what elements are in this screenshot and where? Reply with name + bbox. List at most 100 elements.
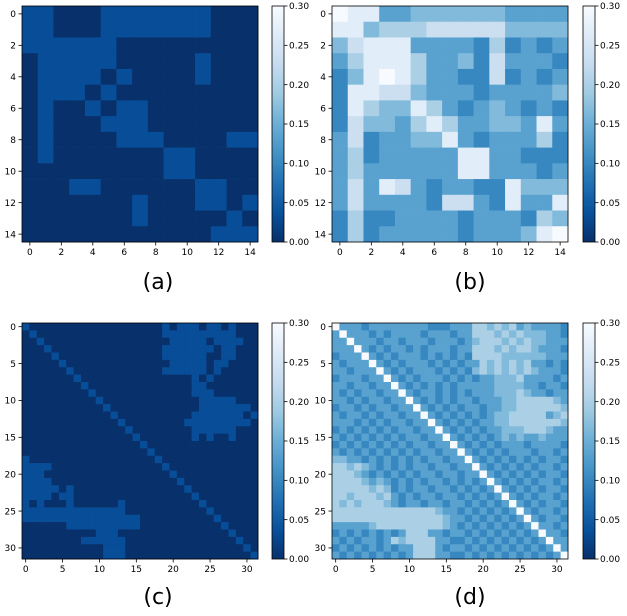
- heatmap-cell: [162, 345, 170, 353]
- heatmap-cell: [354, 477, 362, 486]
- heatmap-cell: [405, 514, 414, 523]
- heatmap-cell: [450, 529, 458, 538]
- heatmap-cell: [442, 382, 451, 390]
- heatmap-cell: [553, 411, 561, 420]
- heatmap-panel-3: 0 5 10 15 20 25 300510152025300.000.050.100.15…: [315, 319, 621, 610]
- heatmap-cell: [206, 345, 215, 353]
- heatmap-cell: [199, 448, 207, 457]
- heatmap-cell: [450, 463, 458, 471]
- heatmap-frame: [21, 322, 259, 560]
- heatmap-cell: [494, 529, 502, 538]
- heatmap-cell: [69, 179, 86, 196]
- heatmap-cell: [117, 441, 126, 449]
- heatmap-cell: [486, 448, 495, 457]
- y-tick-label: 5: [320, 360, 326, 370]
- heatmap-cell: [147, 68, 164, 86]
- heatmap-cell: [442, 100, 459, 117]
- heatmap-cell: [81, 529, 89, 538]
- heatmap-cell: [538, 359, 547, 368]
- heatmap-cell: [379, 226, 396, 243]
- heatmap-cell: [346, 500, 355, 508]
- heatmap-cell: [221, 463, 229, 471]
- heatmap-cell: [464, 352, 473, 361]
- heatmap-cell: [552, 68, 569, 86]
- heatmap-cell: [243, 448, 251, 457]
- heatmap-cell: [394, 147, 412, 164]
- heatmap-cell: [486, 367, 495, 375]
- heatmap-cell: [472, 522, 480, 530]
- heatmap-cell: [81, 536, 89, 545]
- heatmap-cell: [176, 441, 185, 449]
- heatmap-cell: [179, 194, 196, 211]
- heatmap-cell: [169, 492, 178, 501]
- heatmap-cell: [154, 544, 163, 552]
- heatmap-cell: [464, 330, 473, 339]
- y-tick-label: 30: [5, 544, 17, 554]
- heatmap-cell: [221, 337, 229, 346]
- heatmap-cell: [117, 337, 126, 346]
- heatmap-cell: [44, 551, 52, 560]
- heatmap-cell: [531, 367, 539, 375]
- heatmap-cell: [489, 194, 506, 211]
- heatmap-cell: [132, 37, 149, 54]
- heatmap-cell: [545, 374, 554, 383]
- heatmap-cell: [516, 374, 525, 383]
- heatmap-cell: [494, 396, 502, 405]
- heatmap-cell: [36, 352, 45, 361]
- heatmap-cell: [179, 179, 196, 196]
- heatmap-cell: [538, 536, 547, 545]
- heatmap-cell: [140, 323, 148, 331]
- heatmap-cell: [162, 441, 170, 449]
- heatmap-cell: [339, 330, 348, 339]
- heatmap-cell: [221, 411, 229, 420]
- heatmap-cell: [346, 455, 355, 464]
- heatmap-cell: [501, 374, 510, 383]
- heatmap-cell: [44, 359, 52, 368]
- heatmap-cell: [472, 507, 480, 516]
- heatmap-cell: [413, 396, 421, 405]
- heatmap-cell: [346, 551, 355, 560]
- heatmap-cell: [51, 485, 60, 493]
- heatmap-cell: [199, 463, 207, 471]
- heatmap-cell: [22, 448, 30, 457]
- heatmap-cell: [184, 359, 192, 368]
- heatmap-cell: [332, 337, 340, 346]
- heatmap-cell: [162, 551, 170, 560]
- heatmap-cell: [457, 337, 466, 346]
- heatmap-cell: [37, 68, 54, 86]
- heatmap-cell: [376, 337, 384, 346]
- heatmap-cell: [383, 507, 392, 516]
- heatmap-cell: [29, 522, 38, 530]
- heatmap-cell: [243, 551, 251, 560]
- heatmap-cell: [179, 68, 196, 86]
- heatmap-cell: [472, 433, 480, 442]
- heatmap-cell: [420, 448, 429, 457]
- heatmap-cell: [427, 551, 436, 560]
- heatmap-cell: [332, 507, 340, 516]
- heatmap-cell: [405, 485, 414, 493]
- heatmap-cell: [523, 448, 532, 457]
- heatmap-cell: [479, 330, 488, 339]
- heatmap-cell: [58, 426, 67, 434]
- heatmap-cell: [103, 529, 111, 538]
- heatmap-cell: [420, 485, 429, 493]
- heatmap-cell: [426, 21, 443, 38]
- heatmap-cell: [413, 448, 421, 457]
- heatmap-cell: [536, 21, 553, 38]
- heatmap-cell: [213, 551, 222, 560]
- heatmap-cell: [95, 426, 104, 434]
- heatmap-cell: [250, 544, 259, 552]
- heatmap-cell: [125, 500, 133, 508]
- heatmap-cell: [442, 53, 459, 70]
- heatmap-cell: [163, 194, 180, 211]
- heatmap-cell: [132, 418, 141, 427]
- heatmap-cell: [221, 448, 229, 457]
- heatmap-cell: [29, 470, 38, 479]
- heatmap-cell: [58, 544, 67, 552]
- heatmap-cell: [442, 418, 451, 427]
- heatmap-cell: [73, 470, 82, 479]
- heatmap-cell: [538, 323, 547, 331]
- heatmap-cell: [457, 68, 474, 86]
- heatmap-cell: [398, 500, 407, 508]
- heatmap-cell: [235, 522, 244, 530]
